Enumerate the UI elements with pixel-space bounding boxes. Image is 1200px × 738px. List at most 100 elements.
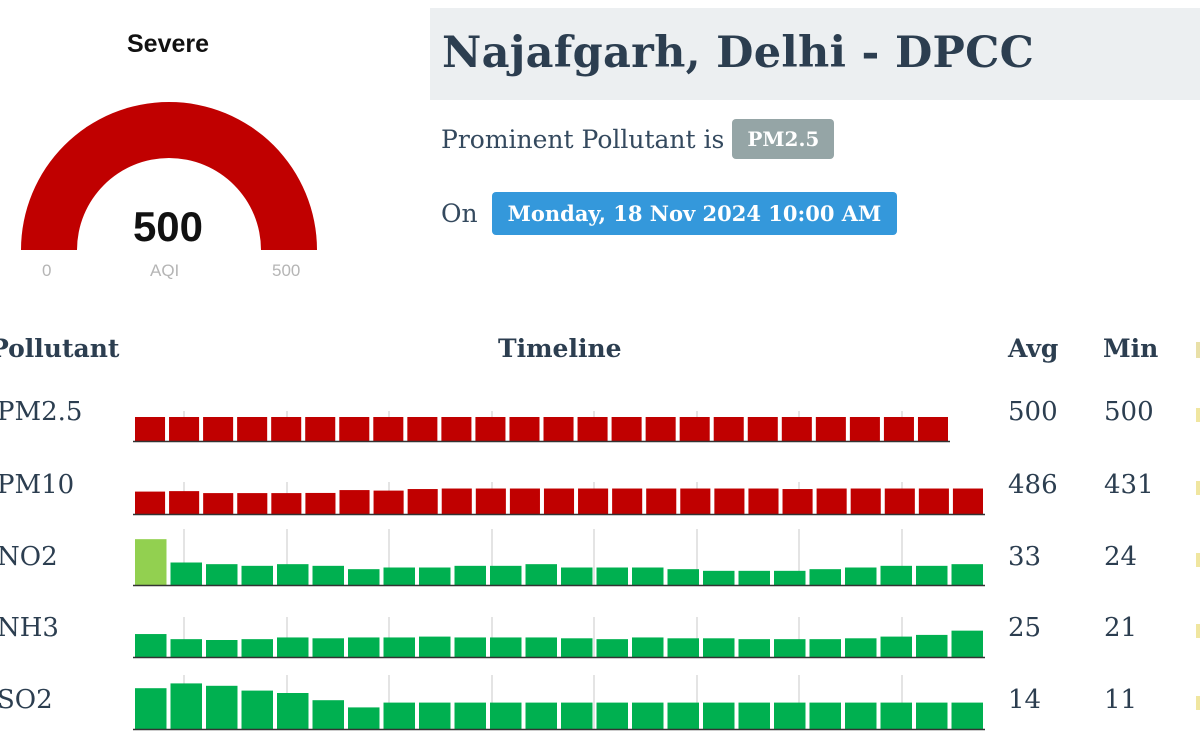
timeline-bar-so2-22[interactable]: [916, 702, 948, 729]
timeline-bar-pm10-7[interactable]: [373, 490, 404, 514]
timeline-bar-nh3-7[interactable]: [383, 637, 416, 657]
timeline-bar-no2-22[interactable]: [916, 565, 948, 585]
timeline-bar-pm25-11[interactable]: [509, 417, 540, 441]
timeline-bar-nh3-8[interactable]: [419, 636, 451, 657]
timeline-bar-pm25-3[interactable]: [237, 417, 268, 441]
timeline-bar-pm25-16[interactable]: [679, 417, 710, 441]
timeline-bar-nh3-10[interactable]: [490, 637, 522, 657]
timeline-bar-so2-0[interactable]: [135, 688, 167, 729]
timeline-bar-pm10-19[interactable]: [782, 489, 813, 514]
timeline-bar-pm25-13[interactable]: [577, 417, 608, 441]
timeline-bar-pm25-10[interactable]: [475, 417, 506, 441]
timeline-bar-so2-6[interactable]: [348, 707, 380, 729]
timeline-bar-so2-11[interactable]: [525, 702, 558, 729]
timeline-bar-no2-16[interactable]: [703, 570, 735, 585]
timeline-bar-nh3-19[interactable]: [809, 639, 842, 657]
timeline-bar-pm10-6[interactable]: [339, 490, 370, 514]
timeline-bar-nh3-16[interactable]: [703, 638, 735, 657]
timeline-bar-pm10-11[interactable]: [509, 488, 540, 514]
timeline-bar-nh3-22[interactable]: [916, 634, 948, 657]
timeline-bar-so2-2[interactable]: [206, 685, 238, 729]
timeline-bar-pm10-13[interactable]: [578, 488, 609, 514]
timeline-bar-pm10-0[interactable]: [135, 491, 166, 514]
timeline-bar-so2-15[interactable]: [667, 702, 700, 729]
timeline-bar-nh3-0[interactable]: [135, 634, 167, 657]
timeline-bar-no2-12[interactable]: [561, 567, 593, 586]
timeline-bar-no2-0[interactable]: [135, 539, 167, 585]
timeline-bar-no2-9[interactable]: [454, 565, 487, 585]
timeline-bar-so2-23[interactable]: [951, 702, 984, 729]
timeline-bar-pm10-1[interactable]: [169, 491, 200, 514]
timeline-bar-pm10-8[interactable]: [407, 489, 438, 514]
timeline-bar-so2-4[interactable]: [277, 693, 309, 729]
timeline-bar-pm25-0[interactable]: [135, 417, 166, 441]
timeline-bar-pm25-9[interactable]: [441, 417, 472, 441]
timeline-bar-pm25-12[interactable]: [543, 417, 574, 441]
timeline-bar-so2-21[interactable]: [880, 702, 913, 729]
timeline-bar-no2-8[interactable]: [419, 567, 451, 586]
timeline-bar-nh3-5[interactable]: [312, 638, 345, 657]
timeline-bar-no2-1[interactable]: [170, 562, 203, 586]
timeline-bar-nh3-21[interactable]: [880, 636, 913, 657]
timeline-bar-pm10-3[interactable]: [237, 493, 268, 514]
timeline-bar-no2-10[interactable]: [490, 565, 522, 585]
timeline-bar-pm10-4[interactable]: [271, 493, 302, 514]
timeline-bar-pm25-22[interactable]: [883, 417, 914, 441]
timeline-bar-no2-23[interactable]: [951, 564, 984, 585]
timeline-bar-so2-16[interactable]: [703, 702, 735, 729]
timeline-bar-nh3-3[interactable]: [241, 639, 274, 657]
timeline-bar-pm10-10[interactable]: [475, 488, 506, 514]
timeline-bar-no2-3[interactable]: [241, 565, 274, 585]
timeline-bar-no2-5[interactable]: [312, 565, 345, 585]
timeline-bar-nh3-13[interactable]: [596, 639, 629, 657]
timeline-bar-pm25-5[interactable]: [305, 417, 336, 441]
timeline-bar-so2-20[interactable]: [845, 702, 877, 729]
timeline-bar-no2-15[interactable]: [667, 569, 700, 585]
timeline-bar-pm25-21[interactable]: [849, 417, 880, 441]
timeline-bar-no2-4[interactable]: [277, 564, 309, 585]
timeline-bar-so2-12[interactable]: [561, 702, 593, 729]
timeline-bar-pm25-8[interactable]: [407, 417, 438, 441]
timeline-bar-no2-20[interactable]: [845, 567, 877, 586]
timeline-bar-so2-19[interactable]: [809, 702, 842, 729]
timeline-bar-nh3-2[interactable]: [206, 640, 238, 657]
timeline-bar-pm10-12[interactable]: [543, 488, 575, 514]
timeline-bar-so2-9[interactable]: [454, 702, 487, 729]
timeline-bar-so2-17[interactable]: [738, 702, 771, 729]
timeline-bar-nh3-1[interactable]: [170, 639, 203, 657]
timeline-bar-so2-14[interactable]: [632, 702, 664, 729]
timeline-bar-so2-5[interactable]: [312, 700, 345, 729]
timeline-bar-nh3-12[interactable]: [561, 638, 593, 657]
timeline-bar-pm25-1[interactable]: [169, 417, 200, 441]
timeline-bar-pm25-23[interactable]: [917, 417, 948, 441]
timeline-bar-no2-17[interactable]: [738, 570, 771, 585]
timeline-bar-nh3-6[interactable]: [348, 637, 380, 657]
timeline-bar-nh3-9[interactable]: [454, 637, 487, 657]
timeline-bar-pm25-17[interactable]: [713, 417, 744, 441]
timeline-bar-so2-13[interactable]: [596, 702, 629, 729]
timeline-bar-nh3-11[interactable]: [525, 637, 558, 657]
timeline-bar-no2-2[interactable]: [206, 564, 238, 585]
timeline-bar-no2-19[interactable]: [809, 569, 842, 585]
timeline-bar-nh3-4[interactable]: [277, 637, 309, 657]
timeline-bar-so2-7[interactable]: [383, 702, 416, 729]
timeline-bar-nh3-14[interactable]: [632, 637, 664, 657]
timeline-bar-no2-13[interactable]: [596, 567, 629, 586]
timeline-bar-pm10-22[interactable]: [884, 488, 915, 514]
timeline-bar-pm10-18[interactable]: [748, 488, 779, 514]
timeline-bar-pm25-15[interactable]: [645, 417, 676, 441]
timeline-bar-pm10-17[interactable]: [714, 488, 745, 514]
timeline-bar-no2-11[interactable]: [525, 564, 558, 585]
timeline-bar-pm10-5[interactable]: [305, 492, 336, 514]
timeline-bar-no2-18[interactable]: [774, 570, 806, 585]
timeline-bar-so2-8[interactable]: [419, 702, 451, 729]
timeline-bar-no2-7[interactable]: [383, 567, 416, 586]
timeline-bar-nh3-18[interactable]: [774, 639, 806, 657]
timeline-bar-pm25-20[interactable]: [815, 417, 846, 441]
timeline-bar-pm10-24[interactable]: [952, 488, 983, 514]
timeline-bar-pm10-2[interactable]: [203, 493, 234, 514]
timeline-bar-pm25-7[interactable]: [373, 417, 404, 441]
timeline-bar-nh3-17[interactable]: [738, 639, 771, 657]
timeline-bar-no2-14[interactable]: [632, 567, 664, 586]
timeline-bar-pm25-18[interactable]: [747, 417, 778, 441]
